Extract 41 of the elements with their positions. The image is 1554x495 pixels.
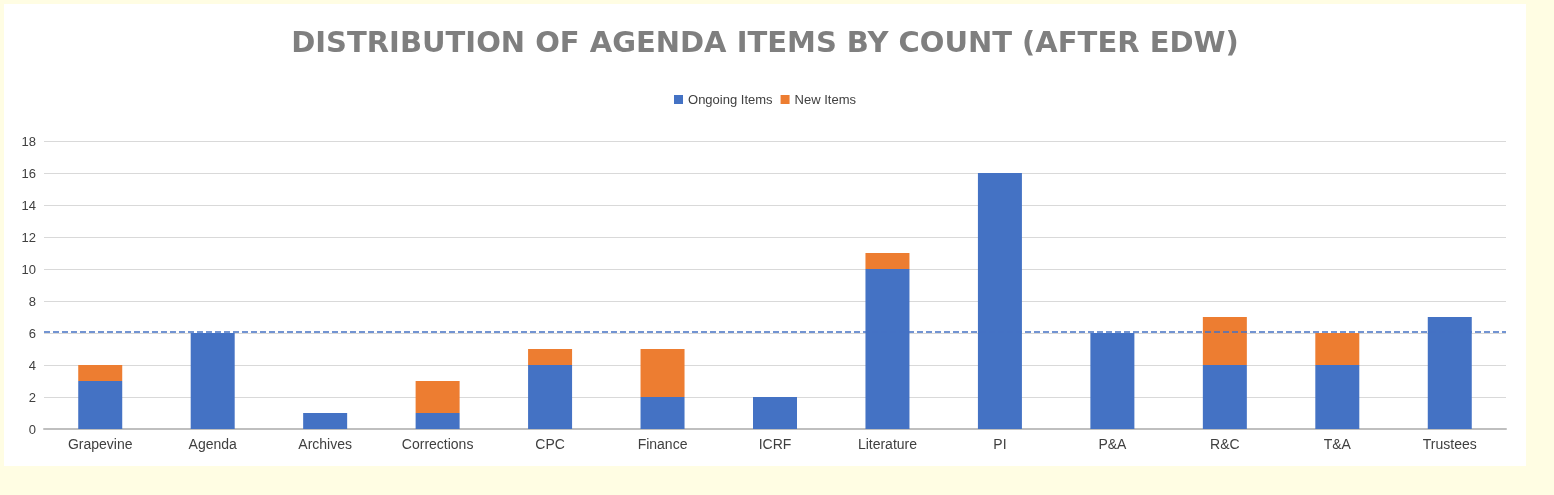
y-tick-label: 16 [21,165,36,181]
x-tick-label: R&C [1210,436,1240,452]
y-tick-label: 14 [21,197,36,213]
y-tick-label: 12 [21,229,36,245]
bar [1315,333,1360,365]
y-tick-label: 4 [28,357,36,373]
x-tick-label: Grapevine [67,436,133,452]
x-tick-label: T&A [1323,436,1352,452]
bar [303,413,348,429]
bar [1202,317,1247,365]
x-tick-label: P&A [1098,436,1128,452]
x-tick-label: Finance [637,436,688,452]
bar [78,381,123,429]
y-tick-label: 2 [28,389,36,405]
legend-label: Ongoing Items [688,92,774,107]
x-tick-label: Literature [857,436,918,452]
bar [1315,365,1360,429]
legend-label: New Items [794,92,857,107]
y-tick-label: 6 [28,325,36,341]
bar [415,381,460,413]
bar [865,253,910,269]
x-tick-label: CPC [535,436,565,452]
bar [415,413,460,429]
bar [753,397,797,429]
x-tick-label: Corrections [401,436,474,452]
y-tick-label: 10 [21,261,36,277]
x-tick-label: PI [993,436,1007,452]
y-tick-label: 18 [21,133,36,149]
x-tick-label: Archives [298,436,352,452]
chart-title: DISTRIBUTION OF AGENDA ITEMS BY COUNT (AFTER EDW) [291,24,1239,59]
bar [528,365,573,429]
y-tick-label: 8 [28,293,36,309]
bar [640,349,685,397]
x-tick-label: ICRF [758,436,792,452]
bar [1202,365,1247,429]
x-tick-label: Agenda [188,436,238,452]
bar [640,397,685,429]
y-tick-label: 0 [28,421,36,437]
bar [528,349,573,365]
x-tick-label: Trustees [1422,436,1477,452]
bar [78,365,123,381]
